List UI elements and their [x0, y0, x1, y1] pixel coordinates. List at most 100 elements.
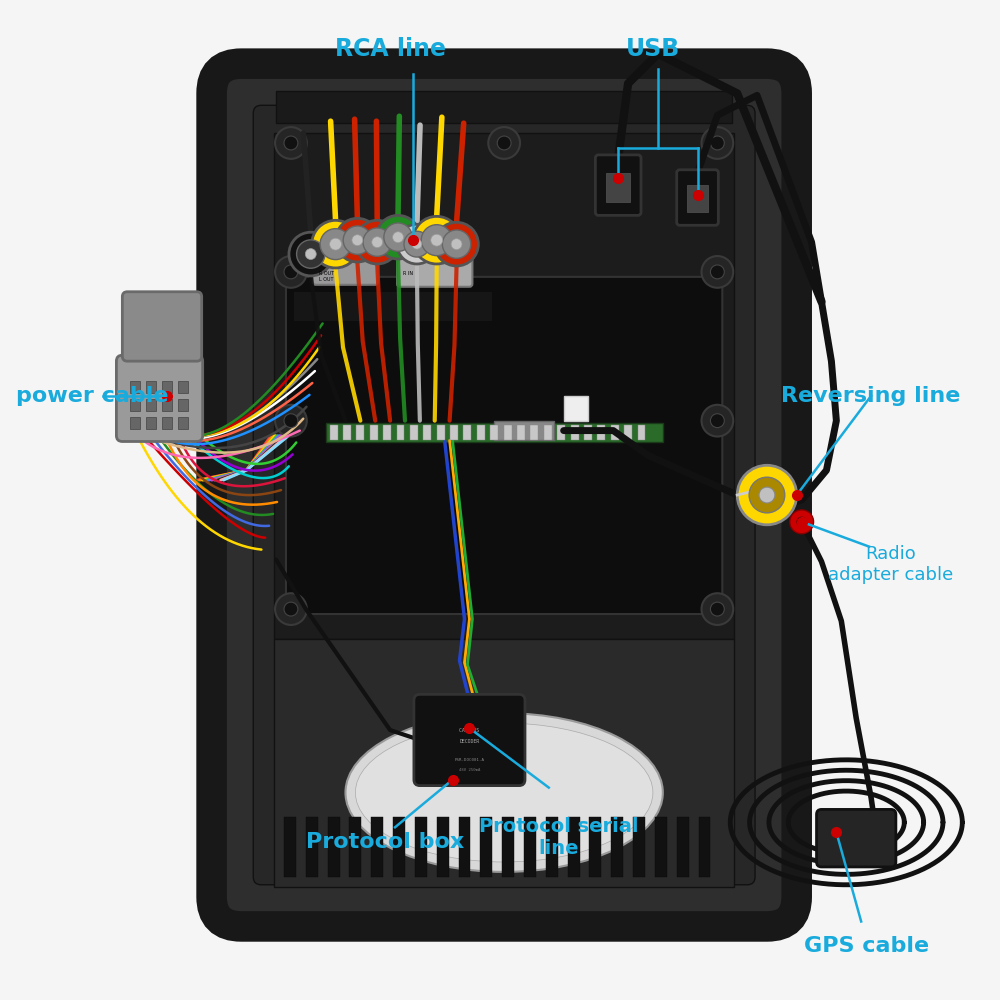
Bar: [371, 817, 383, 877]
Circle shape: [790, 510, 814, 534]
Bar: [146, 417, 156, 429]
Circle shape: [421, 225, 452, 256]
Text: PSR-DOC001-A: PSR-DOC001-A: [454, 758, 484, 762]
FancyBboxPatch shape: [313, 254, 378, 285]
Bar: [349, 817, 361, 877]
Text: Protocol serial
line: Protocol serial line: [479, 817, 638, 858]
Circle shape: [710, 602, 724, 616]
Text: Radio
adapter cable: Radio adapter cable: [828, 545, 954, 584]
Circle shape: [431, 234, 443, 246]
Bar: [480, 817, 492, 877]
Circle shape: [701, 593, 733, 625]
Bar: [330, 425, 338, 440]
Bar: [611, 817, 623, 877]
Circle shape: [384, 223, 412, 251]
Text: CAN BUS: CAN BUS: [459, 728, 480, 733]
Circle shape: [488, 127, 520, 159]
Text: L OUT: L OUT: [319, 277, 333, 282]
Bar: [463, 425, 471, 440]
Circle shape: [442, 230, 471, 258]
Circle shape: [710, 414, 724, 428]
Bar: [638, 425, 645, 440]
Text: Reversing line: Reversing line: [781, 386, 961, 406]
Circle shape: [749, 477, 785, 513]
Circle shape: [710, 136, 724, 150]
Ellipse shape: [355, 723, 653, 862]
FancyBboxPatch shape: [677, 170, 718, 225]
Circle shape: [312, 220, 359, 268]
Text: R OUT: R OUT: [319, 271, 334, 276]
Bar: [274, 133, 734, 639]
Bar: [178, 399, 188, 411]
Circle shape: [372, 237, 383, 248]
Circle shape: [289, 232, 333, 276]
Bar: [589, 817, 601, 877]
Circle shape: [797, 517, 807, 527]
Bar: [178, 381, 188, 393]
Bar: [571, 425, 579, 440]
Bar: [677, 817, 689, 877]
Circle shape: [363, 228, 391, 256]
Text: R IN: R IN: [403, 271, 413, 276]
Bar: [397, 425, 404, 440]
Circle shape: [701, 256, 733, 288]
Circle shape: [305, 249, 316, 260]
Circle shape: [336, 218, 379, 262]
Bar: [130, 399, 140, 411]
Bar: [544, 425, 552, 440]
Bar: [410, 425, 418, 440]
Bar: [383, 425, 391, 440]
Bar: [276, 91, 732, 123]
Bar: [606, 173, 630, 202]
Bar: [370, 425, 378, 440]
Circle shape: [343, 226, 372, 254]
Circle shape: [297, 240, 325, 268]
Circle shape: [412, 239, 422, 249]
Bar: [328, 817, 340, 877]
Bar: [655, 817, 667, 877]
Bar: [130, 381, 140, 393]
Bar: [294, 292, 492, 321]
Bar: [130, 417, 140, 429]
Circle shape: [404, 231, 430, 257]
Bar: [450, 425, 458, 440]
Bar: [490, 425, 498, 440]
Ellipse shape: [345, 713, 663, 872]
Bar: [477, 425, 485, 440]
Circle shape: [701, 127, 733, 159]
Circle shape: [376, 215, 420, 259]
Text: GPS cable: GPS cable: [804, 936, 929, 956]
Bar: [306, 817, 318, 877]
FancyBboxPatch shape: [595, 155, 641, 215]
Bar: [502, 817, 514, 877]
Bar: [162, 399, 172, 411]
Bar: [162, 381, 172, 393]
Circle shape: [701, 405, 733, 437]
Bar: [423, 425, 431, 440]
Bar: [530, 425, 538, 440]
Circle shape: [497, 136, 511, 150]
Circle shape: [284, 414, 298, 428]
Bar: [584, 425, 592, 440]
Circle shape: [413, 216, 461, 264]
Circle shape: [759, 487, 775, 503]
FancyBboxPatch shape: [212, 64, 797, 926]
Circle shape: [352, 235, 363, 246]
Bar: [146, 381, 156, 393]
Bar: [517, 425, 525, 440]
Circle shape: [284, 602, 298, 616]
Bar: [162, 417, 172, 429]
Bar: [568, 817, 580, 877]
Bar: [624, 425, 632, 440]
Circle shape: [275, 405, 307, 437]
FancyBboxPatch shape: [817, 809, 896, 867]
Circle shape: [737, 465, 797, 525]
Circle shape: [275, 127, 307, 159]
Circle shape: [710, 265, 724, 279]
Text: USB: USB: [626, 37, 680, 61]
Text: Protocol box: Protocol box: [306, 832, 464, 852]
Bar: [415, 817, 427, 877]
Text: power cable: power cable: [16, 386, 169, 406]
Bar: [611, 425, 619, 440]
FancyBboxPatch shape: [414, 694, 525, 786]
